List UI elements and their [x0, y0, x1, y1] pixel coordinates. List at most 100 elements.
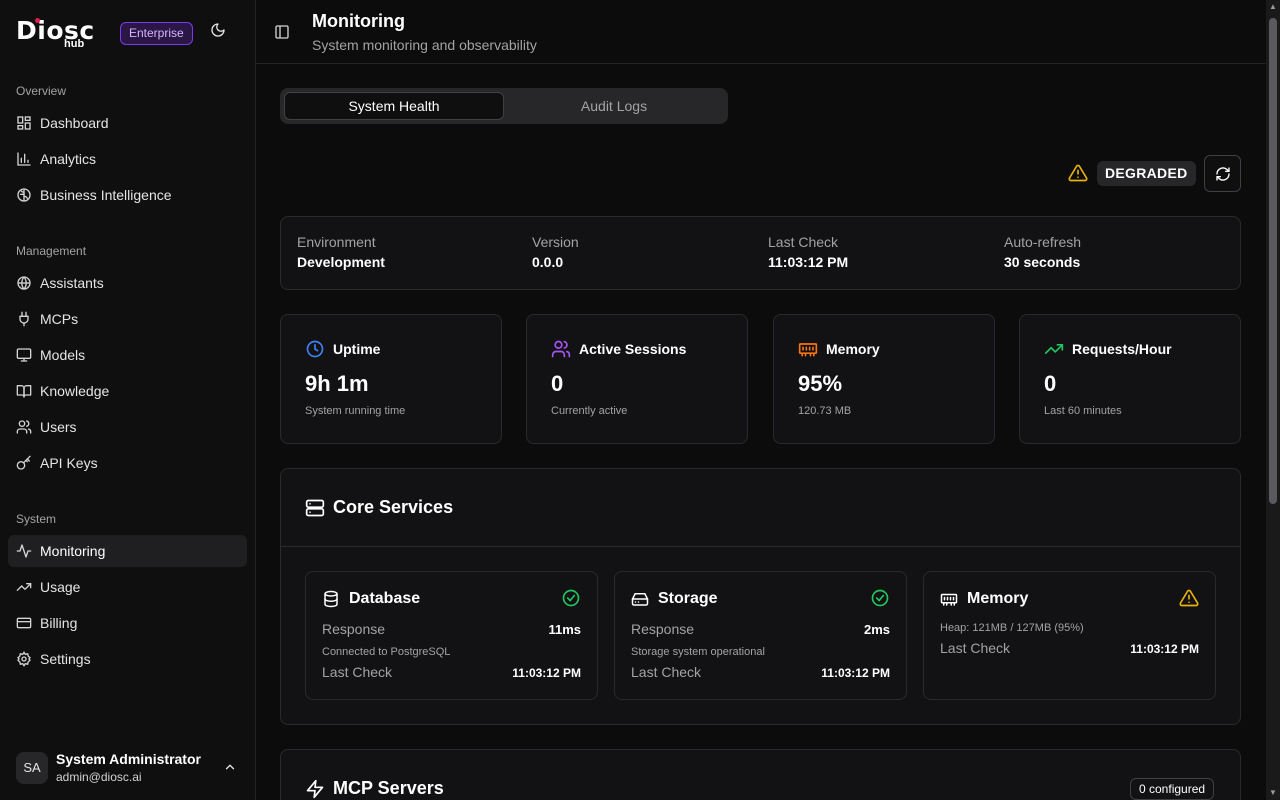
chevron-up-icon: [225, 764, 235, 770]
metric-title: Active Sessions: [579, 341, 687, 357]
user-email: admin@diosc.ai: [56, 770, 142, 784]
metric-header: Requests/Hour: [1044, 339, 1172, 359]
settings-icon: [17, 651, 31, 667]
section-label-overview: Overview: [16, 84, 67, 98]
sidebar-item-label: Usage: [40, 579, 81, 595]
core-services-header: Core Services: [305, 497, 453, 518]
trending-up-icon: [1044, 344, 1064, 354]
section-label-management: Management: [16, 244, 87, 258]
sidebar-item-label: Models: [40, 347, 86, 363]
metric-subtext: Currently active: [551, 405, 628, 417]
sidebar-item-analytics[interactable]: Analytics: [8, 143, 247, 175]
service-header: Storage: [631, 590, 718, 608]
brand-logo[interactable]: Diosc hub: [16, 16, 106, 52]
last-check-value: 11:03:12 PM: [512, 666, 581, 680]
zap-icon: [306, 779, 324, 798]
last-check-label: Last Check: [940, 640, 1011, 656]
sidebar-item-users[interactable]: Users: [8, 411, 247, 443]
key-icon: [16, 455, 31, 470]
info-environment: Environment Development: [297, 234, 385, 270]
clock-icon: [306, 340, 324, 358]
last-check-value: 11:03:12 PM: [1130, 642, 1199, 656]
sidebar-item-assistants[interactable]: Assistants: [8, 267, 247, 299]
sidebar-toggle-button[interactable]: [274, 24, 290, 40]
info-auto-refresh: Auto-refresh 30 seconds: [1004, 234, 1081, 270]
info-value: 0.0.0: [532, 254, 564, 270]
metric-title: Memory: [826, 341, 880, 357]
book-open-icon: [16, 385, 32, 398]
info-value: Development: [297, 254, 385, 270]
sidebar-item-settings[interactable]: Settings: [8, 643, 247, 675]
theme-toggle-button[interactable]: [210, 22, 232, 44]
alert-triangle-icon: [1068, 164, 1088, 182]
service-card-storage: Storage Response 2ms Storage system oper…: [614, 571, 907, 700]
metric-subtext: 120.73 MB: [798, 405, 852, 417]
moon-icon: [211, 23, 225, 37]
divider: [281, 546, 1240, 547]
sidebar-item-api-keys[interactable]: API Keys: [8, 447, 247, 479]
response-value: 11ms: [548, 622, 581, 637]
service-last-check-row: Last Check 11:03:12 PM: [940, 640, 1199, 656]
sidebar-item-knowledge[interactable]: Knowledge: [8, 375, 247, 407]
metric-header: Active Sessions: [551, 339, 686, 359]
metric-title: Uptime: [333, 341, 381, 357]
refresh-button[interactable]: [1204, 155, 1241, 192]
metric-card-requests-hour: Requests/Hour 0 Last 60 minutes: [1019, 314, 1241, 444]
scrollbar[interactable]: ▲ ▼: [1266, 0, 1280, 800]
database-icon: [324, 590, 338, 608]
last-check-value: 11:03:12 PM: [821, 666, 890, 680]
service-note: Heap: 121MB / 127MB (95%): [940, 622, 1084, 634]
tab-system-health[interactable]: System Health: [284, 92, 504, 120]
plug-icon: [19, 311, 29, 327]
bar-chart-icon: [17, 152, 31, 166]
tab-audit-logs[interactable]: Audit Logs: [580, 98, 648, 114]
metric-header: Memory: [798, 339, 880, 359]
sidebar-item-label: Billing: [40, 615, 78, 631]
metric-value: 0: [551, 371, 564, 396]
sidebar-item-business-intelligence[interactable]: Business Intelligence: [8, 179, 247, 211]
mcp-servers-card: MCP Servers 0 configured: [280, 749, 1241, 800]
service-note: Connected to PostgreSQL: [322, 646, 451, 658]
sidebar-item-monitoring[interactable]: Monitoring: [8, 535, 247, 567]
info-label: Version: [532, 234, 579, 250]
monitoring-tabs: System Health Audit Logs: [280, 88, 728, 124]
server-icon: [305, 499, 325, 516]
brand-sub: hub: [64, 38, 85, 50]
brain-icon: [17, 188, 31, 202]
info-label: Last Check: [768, 234, 839, 250]
service-note: Storage system operational: [631, 646, 765, 658]
response-label: Response: [322, 621, 386, 637]
sidebar-item-billing[interactable]: Billing: [8, 607, 247, 639]
scroll-up-icon[interactable]: ▲: [1269, 2, 1277, 11]
sidebar-item-usage[interactable]: Usage: [8, 571, 247, 603]
metric-card-active-sessions: Active Sessions 0 Currently active: [526, 314, 748, 444]
metric-value: 0: [1044, 371, 1057, 396]
service-card-memory: Memory Heap: 121MB / 127MB (95%) Last Ch…: [923, 571, 1216, 700]
memory-stick-icon: [940, 593, 958, 606]
user-menu[interactable]: SA System Administrator admin@diosc.ai: [16, 750, 240, 786]
sidebar-item-label: Users: [40, 419, 77, 435]
sidebar-item-label: Knowledge: [40, 383, 110, 399]
metric-subtext: System running time: [305, 405, 406, 417]
sidebar-item-mcps[interactable]: MCPs: [8, 303, 247, 335]
last-check-label: Last Check: [631, 664, 702, 680]
scroll-thumb[interactable]: [1269, 18, 1277, 504]
avatar: SA: [16, 752, 48, 784]
section-label-system: System: [16, 512, 57, 526]
service-header: Database: [322, 590, 420, 608]
globe-icon: [17, 276, 31, 291]
service-header: Memory: [940, 590, 1028, 608]
service-name: Database: [349, 590, 421, 607]
monitor-icon: [16, 348, 32, 362]
metric-title: Requests/Hour: [1072, 341, 1172, 357]
plan-badge: Enterprise: [120, 22, 193, 45]
scroll-down-icon[interactable]: ▼: [1269, 788, 1277, 797]
info-value: 11:03:12 PM: [768, 254, 849, 270]
hard-drive-icon: [631, 593, 649, 606]
metric-subtext: Last 60 minutes: [1044, 405, 1122, 417]
sidebar-item-dashboard[interactable]: Dashboard: [8, 107, 247, 139]
metric-card-uptime: Uptime 9h 1m System running time: [280, 314, 502, 444]
sidebar-item-models[interactable]: Models: [8, 339, 247, 371]
service-last-check-row: Last Check 11:03:12 PM: [322, 664, 581, 680]
users-icon: [551, 340, 571, 358]
